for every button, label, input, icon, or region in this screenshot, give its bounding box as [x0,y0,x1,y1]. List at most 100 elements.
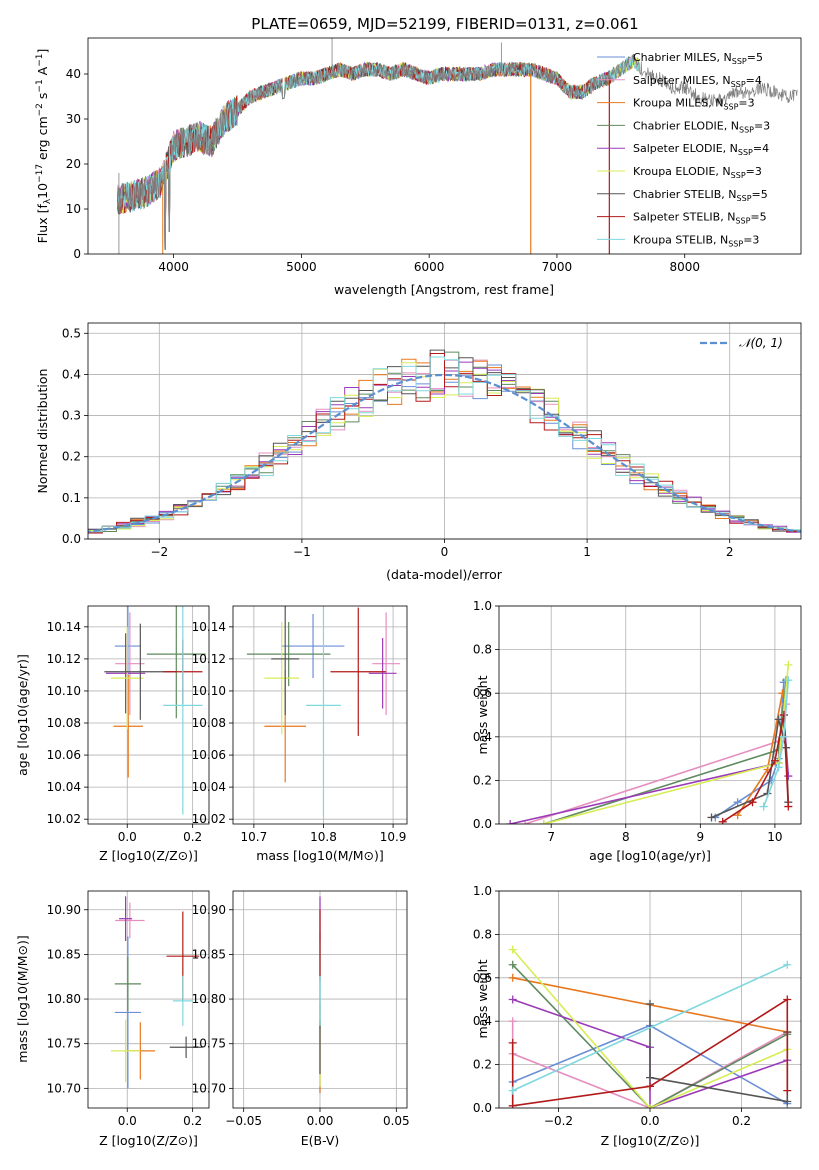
errorbar-point [105,633,146,714]
axes-frame [87,37,802,255]
x-tick-label: 0.0 [118,830,137,844]
plot-area-age-vs-Z [104,606,206,815]
legend-label-sub: SSP [735,217,750,226]
y-axis-label-part: −2 [35,103,45,116]
weight-marker [779,732,788,741]
weight-marker [646,1073,654,1082]
x-tick-label: 7000 [542,260,573,274]
axes-frame [498,605,802,825]
weight-line [512,964,788,1108]
y-tick-label: 10.90 [192,903,226,917]
legend-item: Salpeter STELIB, NSSP=5 [597,211,767,226]
legend-label-sub: SSP [728,239,743,248]
legend-label-gaussian: 𝒩(0, 1) [739,336,783,350]
y-tick-label: 0.3 [62,409,81,423]
spectrum-data-line [117,54,798,250]
y-tick-label: 10.75 [192,1037,226,1051]
weight-marker [784,772,793,781]
legend-label-eq: =5 [750,211,766,224]
plot-area-residuals [88,349,801,536]
panel-age-vs-mass: 10.7 10.8 10.9 10.02 10.04 10.06 10.08 10.10 10.… [192,605,408,863]
errorbar-point [368,638,397,709]
errorbar-point [173,975,193,1026]
panel-spectrum: 4000 5000 6000 7000 8000 0 10 20 30 40 wavelength … [35,37,802,297]
legend-label: Salpeter ELODIE, NSSP=4 [633,142,769,157]
spectrum-model-line [117,61,614,250]
weight-line [512,964,788,1092]
errorbar-point [163,606,203,815]
y-tick-label: 1.0 [473,884,492,898]
y-tick-label: 10.02 [192,812,226,826]
x-tick-label: 7 [547,830,555,844]
y-tick-label: 0.0 [473,817,492,831]
y-tick-label: 0.4 [62,367,81,381]
x-tick-label: −0.2 [544,1114,573,1128]
weight-marker [646,1104,654,1108]
x-tick-label: 0.0 [118,1114,137,1128]
x-tick-label: 0.2 [183,830,202,844]
weight-series [718,711,793,824]
weight-series [508,960,792,1095]
legend-label-sub: SSP [732,57,747,66]
weight-marker [759,802,768,811]
y-axis-label: mass weight [475,675,490,754]
x-tick-label: 0.0 [640,1114,659,1128]
y-tick-label: 0.1 [62,491,81,505]
y-tick-label: 0.8 [473,643,492,657]
errorbar-point [146,606,206,719]
x-tick-label: 0.00 [307,1114,334,1128]
weight-marker [748,798,757,807]
y-axis-label-part: Flux [f [35,204,50,244]
y-tick-label: 1.0 [473,599,492,613]
legend-label-text: Kroupa MILES, N [633,97,723,110]
weight-marker [539,820,548,824]
legend-item: Chabrier ELODIE, NSSP=3 [597,119,770,134]
weight-marker [508,1086,517,1095]
y-tick-label: 10.04 [192,780,226,794]
errorbar-point [306,606,341,818]
x-axis-label: E(B-V) [301,1133,340,1148]
y-tick-label: 10.12 [47,652,81,666]
x-tick-label: 0.05 [383,1114,410,1128]
y-tick-label: 0.0 [62,532,81,546]
y-tick-label: 10.14 [192,620,226,634]
weight-series [508,995,792,1108]
errorbar-point [115,902,145,939]
x-tick-label: 2 [726,545,734,559]
weight-marker [784,802,793,811]
y-tick-label: 0.2 [62,450,81,464]
y-tick-label: 0.5 [62,326,81,340]
weight-marker [783,995,792,1004]
weight-series [539,660,793,824]
y-tick-label: 20 [66,157,81,171]
y-tick-label: 10.02 [47,812,81,826]
panel-residuals: −2 −1 0 1 2 0.0 0.1 0.2 0.3 0.4 0.5 (data-model)/er… [35,322,802,582]
y-tick-label: 30 [66,112,81,126]
legend-label-text: Chabrier STELIB, N [633,188,737,201]
errorbar-point [281,614,345,679]
legend-item: Chabrier STELIB, NSSP=5 [597,188,768,203]
y-axis-label-part: λ [43,198,53,204]
legend-label: Chabrier MILES, NSSP=5 [633,51,763,66]
plot-area-mass-weight-vs-age [506,660,793,824]
x-axis-label: mass [log10(M/M⊙)] [256,848,384,863]
x-tick-label: 0.2 [183,1114,202,1128]
y-axis-label-part: −1 [35,54,45,67]
weight-marker [779,711,788,719]
spectrum-model-line [117,62,614,250]
x-axis-label: Z [log10(Z/Z⊙)] [99,1133,198,1148]
legend-label-sub: SSP [723,103,738,112]
axes-frame [498,890,802,1109]
weight-marker [783,1086,792,1095]
y-tick-label: 10.14 [47,620,81,634]
errorbar-point [264,622,300,735]
x-tick-label: 8000 [669,260,700,274]
legend-label: Kroupa ELODIE, NSSP=3 [633,165,762,180]
weight-marker [733,798,742,807]
plot-area-spectrum [117,38,798,254]
y-tick-label: 10.06 [47,748,81,762]
legend-label-text: Chabrier MILES, N [633,51,732,64]
weight-marker [508,960,517,969]
legend-label-sub: SSP [739,125,754,134]
weight-line [762,680,790,807]
